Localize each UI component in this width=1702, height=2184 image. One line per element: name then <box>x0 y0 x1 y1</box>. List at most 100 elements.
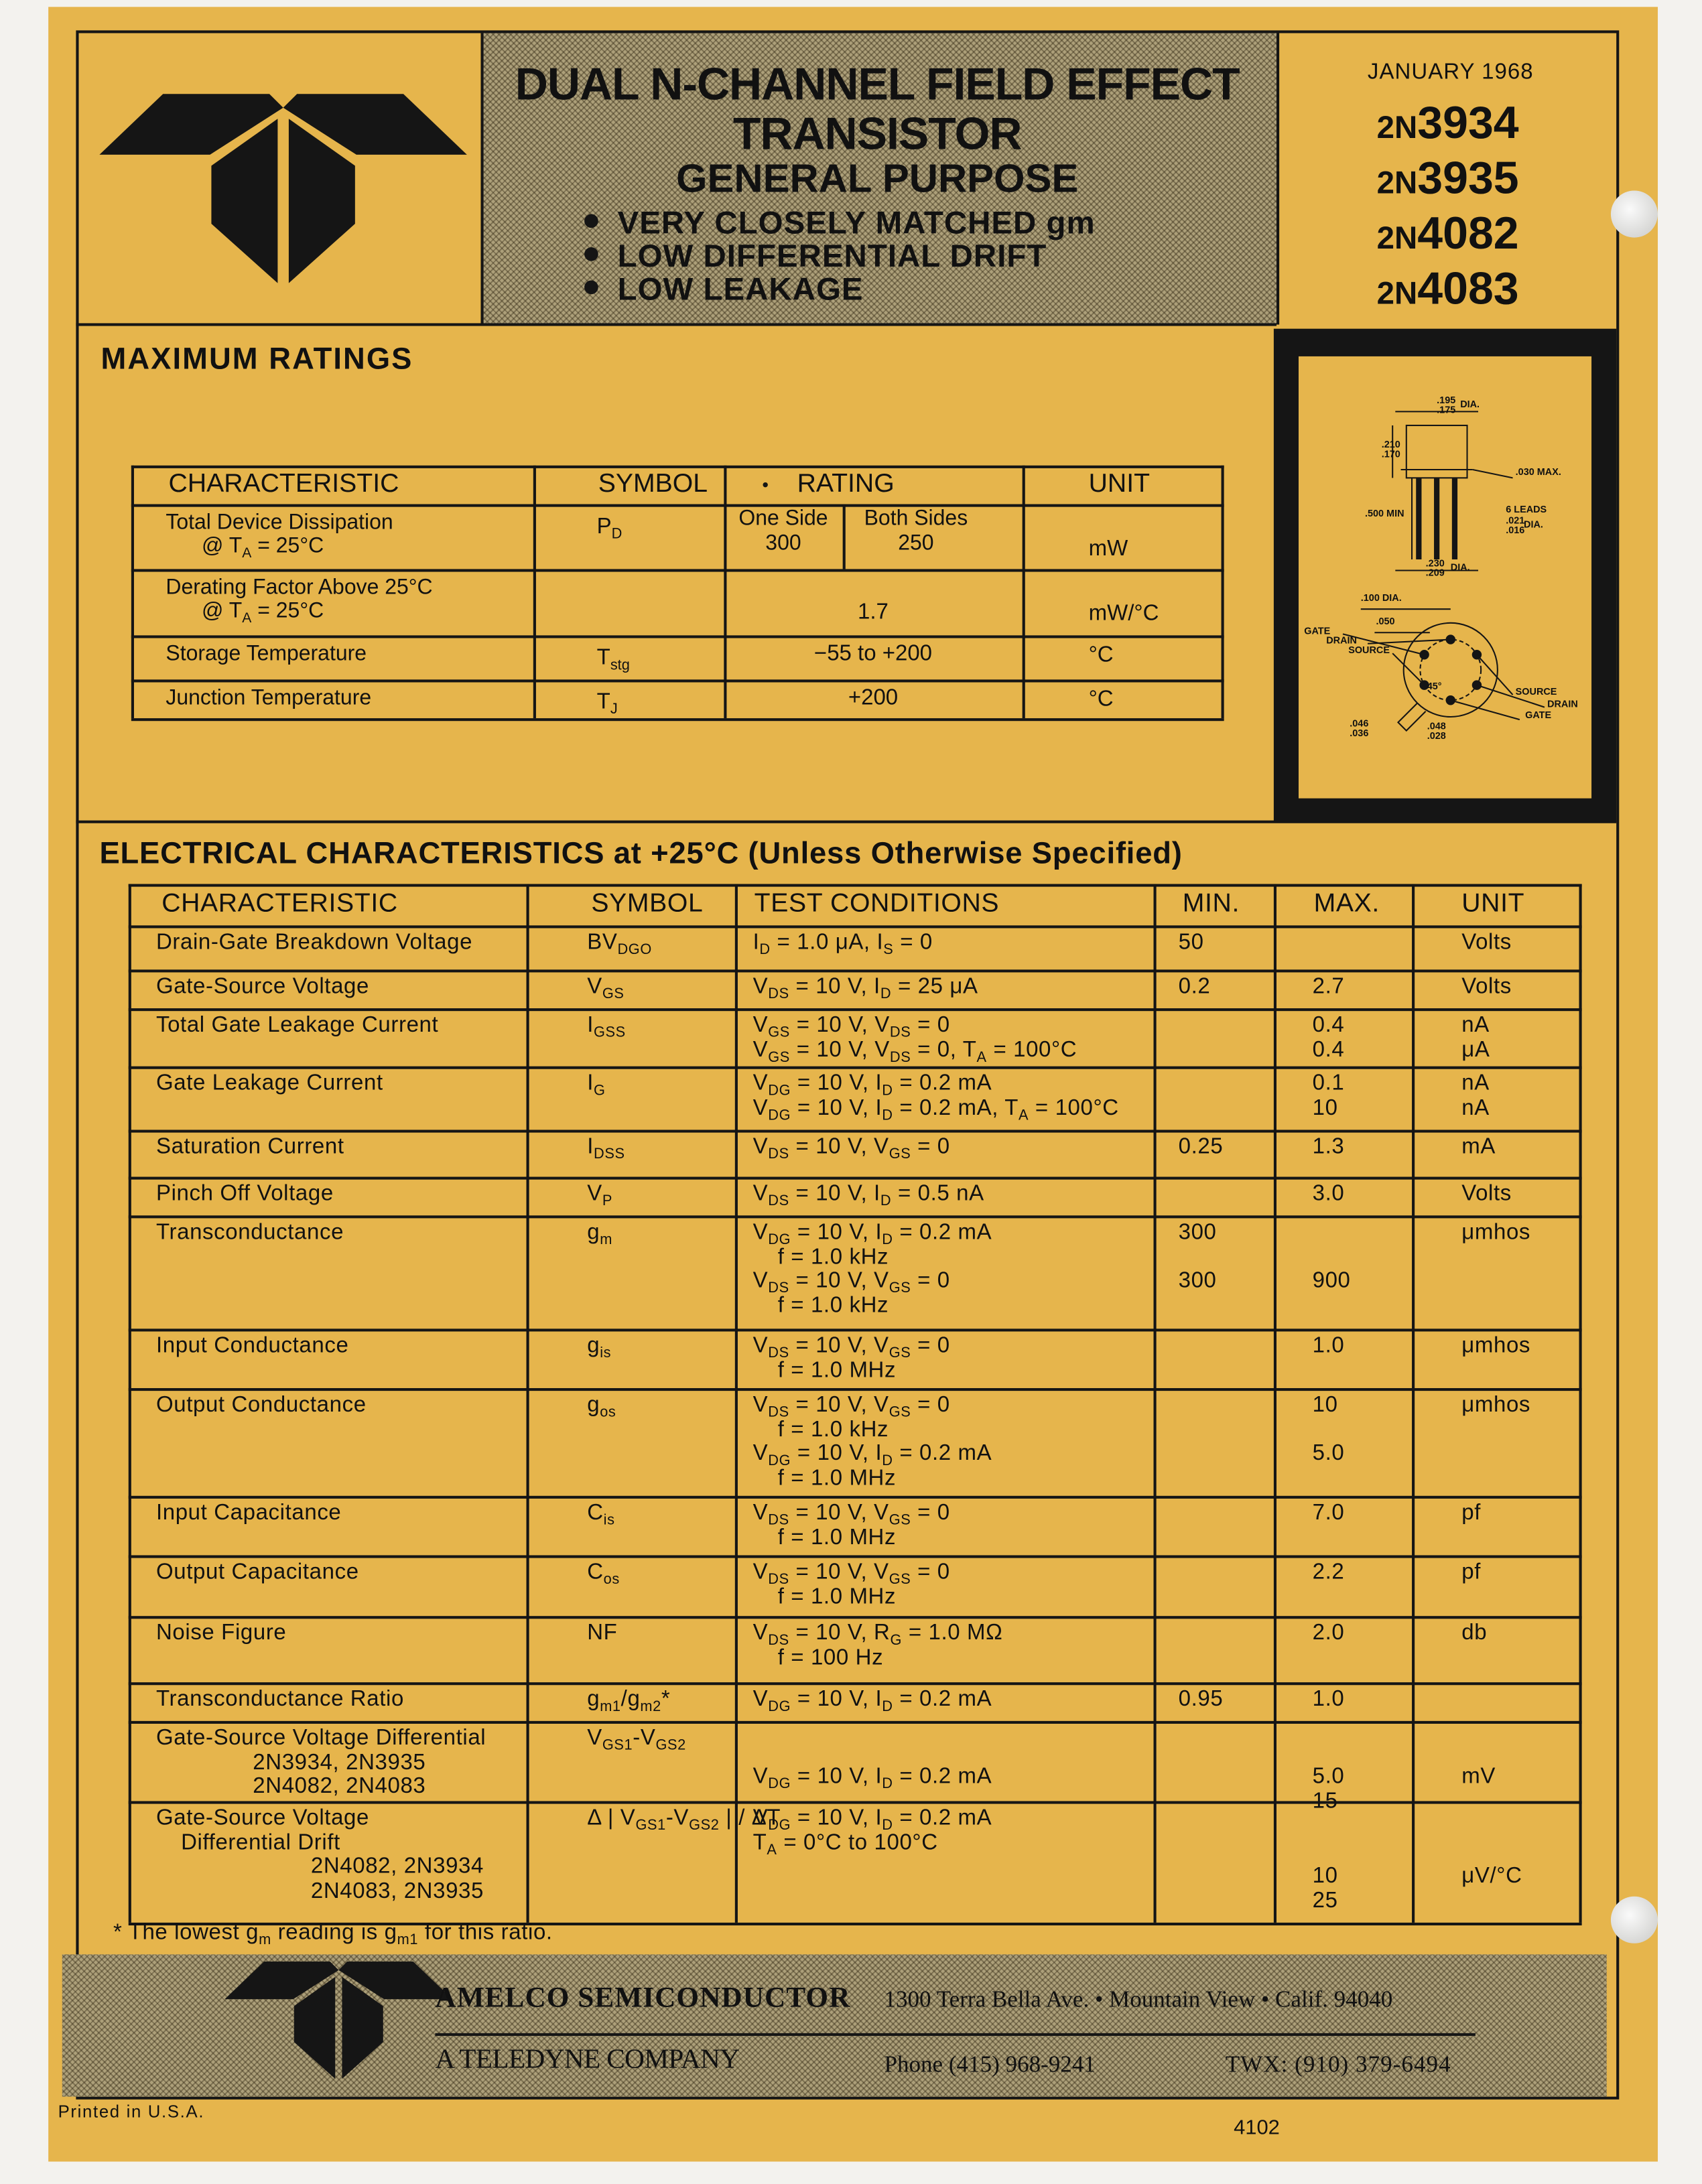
leader <box>1392 653 1425 686</box>
symbol: gis <box>587 1335 612 1362</box>
rule <box>734 884 737 1923</box>
max-value: 5.0 <box>1313 1765 1345 1790</box>
text-run: 2N3934, 2N3935 <box>253 1751 426 1775</box>
text-run: I <box>587 1135 594 1159</box>
text-run: Drain-Gate Breakdown Voltage <box>155 931 473 955</box>
text-run: Noise Figure <box>155 1621 287 1645</box>
symbol: Tstg <box>597 646 630 673</box>
subscript: GS1 <box>602 1736 633 1754</box>
part-digits: 4082 <box>1417 207 1519 259</box>
rating-value: −55 to +200 <box>814 642 932 667</box>
text-run: V <box>752 1393 769 1418</box>
text-run: 250 <box>898 531 934 555</box>
text-run: UNIT <box>1088 469 1151 499</box>
package-label: .230 <box>1426 559 1445 569</box>
text-run: 0.4 <box>1312 1038 1345 1062</box>
text-run: MAX. <box>1313 889 1380 919</box>
rule <box>128 1616 1581 1619</box>
characteristic: Gate-Source Voltage <box>156 975 369 1000</box>
test-condition: VDS = 10 V, VGS = 0 <box>752 1560 950 1587</box>
rating-value: 300 <box>765 532 801 557</box>
column-header: SYMBOL <box>591 890 703 920</box>
part-digits: 4083 <box>1417 262 1519 314</box>
text-run: pf <box>1461 1560 1482 1584</box>
subscript: A <box>976 1048 987 1065</box>
text-run: = 1.0 μA, I <box>770 931 884 955</box>
subscript: D <box>882 1082 893 1099</box>
symbol: TJ <box>597 691 618 717</box>
text-run: .230 <box>1425 559 1445 569</box>
unit: pf <box>1461 1561 1481 1586</box>
text-run: V <box>587 1182 602 1206</box>
text-run: Total Device Dissipation <box>166 510 393 535</box>
text-run: Transconductance <box>155 1221 344 1245</box>
symbol: Δ | VGS1-VGS2 | / ΔT <box>587 1807 781 1833</box>
text-run: V <box>752 1560 769 1584</box>
text-run: 900 <box>1312 1269 1351 1293</box>
printed-note: Printed in U.S.A. <box>58 2102 205 2122</box>
text-run: f = 1.0 kHz <box>777 1245 889 1269</box>
subtitle: GENERAL PURPOSE <box>676 157 1078 203</box>
punch-hole <box>1610 1896 1658 1943</box>
text-run: = 0 <box>911 1334 950 1358</box>
text-run: 6 LEADS <box>1506 505 1547 516</box>
bullet <box>763 482 768 488</box>
package-label: .500 MIN <box>1365 510 1404 519</box>
test-condition: VDG = 10 V, ID = 0.2 mA <box>753 1442 992 1468</box>
max-value: 0.4 <box>1313 1038 1345 1063</box>
max-value: 1.0 <box>1313 1688 1345 1712</box>
characteristic: Derating Factor Above 25°C <box>166 576 432 601</box>
text-run: = 100°C <box>1029 1095 1119 1119</box>
text-run: V <box>752 1221 769 1245</box>
test-condition: f = 1.0 kHz <box>778 1418 889 1442</box>
text-run: nA <box>1461 1095 1490 1119</box>
text-run: V <box>587 975 602 999</box>
min-value: 0.25 <box>1179 1136 1224 1160</box>
text-run: DIA. <box>1524 521 1543 531</box>
test-condition: VDG = 10 V, ID = 0.2 mA, TA = 100°C <box>752 1095 1119 1122</box>
text-run: μA <box>1461 1038 1490 1062</box>
subscript: GS <box>889 1280 911 1297</box>
text-run: RATING <box>797 469 895 499</box>
text-run: CHARACTERISTIC <box>168 469 399 499</box>
column-header: TEST CONDITIONS <box>755 890 999 920</box>
footer-logo <box>224 1961 453 2079</box>
punch-hole <box>1610 190 1658 238</box>
rule <box>128 1066 1581 1069</box>
subscript: D <box>882 1231 893 1249</box>
bottom-view <box>1402 622 1498 718</box>
text-run: * The lowest g <box>113 1921 259 1945</box>
part-prefix: 2N <box>1376 219 1418 256</box>
package-drawing <box>1342 411 1545 732</box>
subscript: DS <box>768 985 789 1003</box>
subscript: is <box>600 1345 612 1362</box>
text-run: = 0 <box>911 1014 950 1038</box>
subscript: m <box>259 1931 271 1949</box>
text-run: = 0 <box>911 1501 950 1525</box>
text-run: TRANSISTOR <box>732 107 1023 159</box>
text-run: = 0.2 mA <box>893 1806 992 1830</box>
test-condition: VDS = 10 V, ID = 0.5 nA <box>753 1182 984 1209</box>
text-run: = 0.2 mA <box>893 1765 992 1789</box>
rule <box>131 465 133 719</box>
text-run: .500 MIN <box>1364 509 1404 520</box>
text-run: 2.0 <box>1312 1621 1345 1645</box>
text-run: 2N4083, 2N3935 <box>310 1879 484 1903</box>
package-label: .028 <box>1427 732 1446 742</box>
text-run: V <box>752 1095 769 1119</box>
max-value: 15 <box>1313 1789 1338 1814</box>
text-run: Phone (415) 968-9241 <box>884 2051 1096 2077</box>
part-prefix: 2N <box>1376 164 1418 200</box>
text-run: DIA. <box>1450 563 1470 573</box>
unit: °C <box>1089 688 1114 713</box>
text-run: .170 <box>1381 450 1400 460</box>
test-condition: f = 1.0 MHz <box>778 1466 896 1491</box>
text-run: .021 <box>1506 517 1525 527</box>
subscript: GS <box>889 1345 911 1362</box>
text-run: Volts <box>1461 1182 1512 1206</box>
logo-stem <box>211 119 278 283</box>
symbol: VGS1-VGS2 <box>587 1726 686 1754</box>
section-title: MAXIMUM RATINGS <box>101 341 413 377</box>
